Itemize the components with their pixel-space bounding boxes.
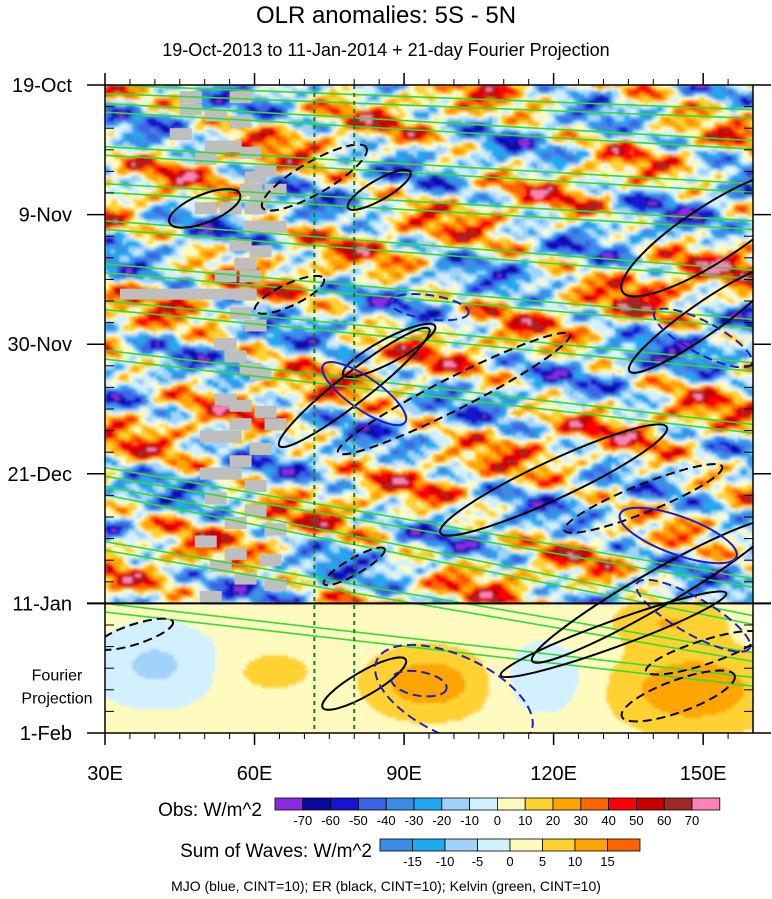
colorbar-level: -30 [405,813,424,828]
colorbar-swatch [525,798,553,810]
colorbar-level: 0 [506,854,513,869]
colorbar-swatch [609,798,637,810]
obs-colorbar: -70 -60 -50 -40 -30 -20 -10 0 10 20 30 40 50 60 70 Obs:… [158,798,720,828]
colorbar-level: -60 [321,813,340,828]
colorbar-level: -10 [436,854,455,869]
colorbar-level: 5 [539,854,546,869]
colorbar-swatch [575,839,608,851]
colorbar-label: Sum of Waves: W/m^2 [180,841,372,862]
colorbar-swatch [386,798,414,810]
colorbar-swatch [358,798,386,810]
colorbar-swatch [445,839,478,851]
colorbar-swatch [510,839,543,851]
time-tick-label: 21-Dec [8,464,72,486]
colorbar-level: -10 [460,813,479,828]
colorbar-level: -20 [432,813,451,828]
colorbar-swatch [553,798,581,810]
colorbar-swatch [413,839,446,851]
colorbar-level: -70 [293,813,312,828]
colorbar-level: 70 [685,813,699,828]
colorbar-swatch [442,798,470,810]
colorbar-swatch [470,798,498,810]
colorbar-swatch [275,798,303,810]
colorbar-swatch [608,839,641,851]
colorbar-swatch [581,798,609,810]
colorbar-label: Obs: W/m^2 [158,800,262,821]
x-tick-label: 60E [237,763,273,785]
colorbar-swatch [636,798,664,810]
colorbar-swatch [478,839,511,851]
colorbar-level: 30 [574,813,588,828]
colorbar-swatch [380,839,413,851]
colorbar-level: -40 [377,813,396,828]
colorbar-level: -50 [349,813,368,828]
x-tick-label: 30E [87,763,123,785]
colorbar-swatch [543,839,576,851]
colorbar-level: 10 [518,813,532,828]
time-tick-label: 30-Nov [8,334,72,356]
time-tick-label: 11-Jan [12,593,72,615]
x-tick-label: 150E [680,763,727,785]
waves-colorbar: -15 -10 -5 0 5 10 15 Sum of Waves: W/m^2 [180,839,640,869]
colorbar-level: -15 [403,854,422,869]
colorbar-level: 10 [568,854,582,869]
hovmoller-chart: 19-Oct 9-Nov 30-Nov 21-Dec 11-Jan 1-Feb 30E 60E… [0,0,772,899]
colorbar-swatch [664,798,692,810]
colorbar-level: 60 [657,813,671,828]
colorbar-swatch [303,798,331,810]
colorbar-level: -5 [472,854,484,869]
projection-label: Projection [21,690,92,707]
colorbar-level: 50 [629,813,643,828]
x-tick-label: 90E [386,763,422,785]
time-tick-label: 9-Nov [19,205,72,227]
colorbar-swatch [497,798,525,810]
colorbar-level: 40 [601,813,615,828]
colorbar-swatch [414,798,442,810]
time-tick-label: 1-Feb [20,723,72,745]
colorbar-swatch [692,798,720,810]
x-tick-label: 120E [530,763,577,785]
colorbar-level: 0 [494,813,501,828]
time-tick-label: 19-Oct [12,75,72,97]
projection-label: Fourier [32,667,83,684]
colorbar-level: 20 [546,813,560,828]
legend-footnote: MJO (blue, CINT=10); ER (black, CINT=10)… [0,878,772,894]
colorbar-swatch [331,798,359,810]
colorbar-level: 15 [600,854,614,869]
